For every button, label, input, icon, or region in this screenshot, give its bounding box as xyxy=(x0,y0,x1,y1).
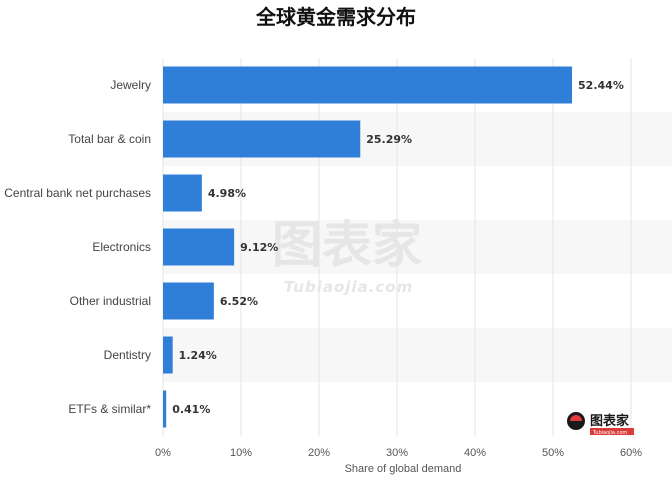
x-tick-labels: 0% 10% 20% 30% 40% 50% 60% xyxy=(155,447,642,459)
value-label: 0.41% xyxy=(172,403,210,416)
x-tick-label: 20% xyxy=(308,447,330,459)
value-labels: 52.44% 25.29% 4.98% 9.12% 6.52% 1.24% 0.41% xyxy=(172,79,624,416)
row-band xyxy=(163,328,672,382)
category-label: Dentistry xyxy=(104,348,151,362)
bar xyxy=(163,336,173,374)
bar xyxy=(163,282,214,320)
logo-subbar xyxy=(590,428,634,435)
row-band xyxy=(163,220,672,274)
category-label: ETFs & similar* xyxy=(68,402,151,416)
x-tick-label: 10% xyxy=(230,447,252,459)
x-tick-label: 40% xyxy=(464,447,486,459)
watermark: 图表家 Tubiaojia.com xyxy=(272,216,422,296)
category-labels: Jewelry Total bar & coin Central bank net … xyxy=(4,78,151,416)
category-label: Central bank net purchases xyxy=(4,186,151,200)
x-tick-label: 30% xyxy=(386,447,408,459)
value-label: 6.52% xyxy=(220,295,258,308)
bars xyxy=(163,66,573,428)
logo-text: 图表家 xyxy=(590,413,630,429)
x-tick-label: 60% xyxy=(620,447,642,459)
bar xyxy=(163,228,235,266)
category-label: Electronics xyxy=(92,240,151,254)
value-label: 1.24% xyxy=(179,349,217,362)
x-axis-title: Share of global demand xyxy=(345,463,462,475)
value-label: 4.98% xyxy=(208,187,246,200)
category-label: Jewelry xyxy=(110,78,151,92)
logo-icon-accent xyxy=(570,415,582,421)
watermark-url: Tubiaojia.com xyxy=(284,278,413,296)
bar xyxy=(163,390,167,428)
x-tick-label: 50% xyxy=(542,447,564,459)
chart-title: 全球黄金需求分布 xyxy=(255,5,416,29)
row-bands xyxy=(163,112,672,382)
category-label: Total bar & coin xyxy=(68,132,151,146)
x-tick-label: 0% xyxy=(155,447,171,459)
value-label: 52.44% xyxy=(578,79,624,92)
category-label: Other industrial xyxy=(70,294,151,308)
bar xyxy=(163,174,202,212)
logo-subtext: Tubiaojia.com xyxy=(592,430,627,436)
watermark-text: 图表家 xyxy=(272,216,422,274)
value-label: 9.12% xyxy=(240,241,278,254)
bar xyxy=(163,120,361,158)
bar xyxy=(163,66,573,104)
value-label: 25.29% xyxy=(366,133,412,146)
logo: 图表家 Tubiaojia.com xyxy=(567,412,634,436)
